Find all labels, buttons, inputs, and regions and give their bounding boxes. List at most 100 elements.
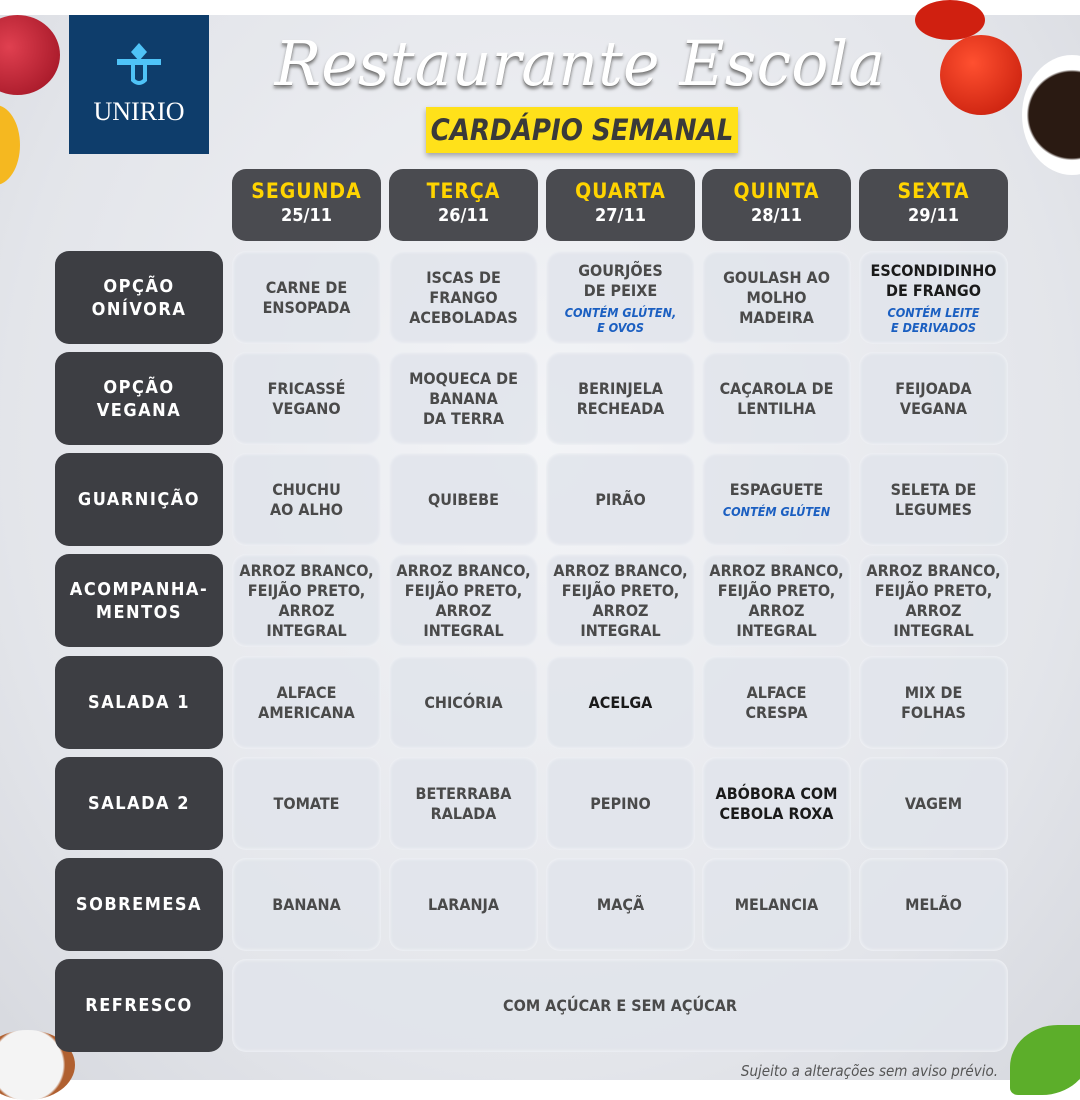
- menu-item-text: ALFACE CRESPA: [745, 682, 808, 722]
- menu-item-text: MELANCIA: [734, 894, 819, 914]
- day-header-4: SEXTA 29/11: [859, 169, 1008, 241]
- row-label: SALADA 1: [55, 656, 223, 749]
- menu-cell: ARROZ BRANCO, FEIJÃO PRETO, ARROZ INTEGR…: [232, 554, 381, 647]
- row-label: OPÇÃO ONÍVORA: [55, 251, 223, 344]
- row-label: GUARNIÇÃO: [55, 453, 223, 546]
- allergen-note: CONTÉM GLÚTEN, E OVOS: [564, 304, 677, 335]
- menu-item-text: ACELGA: [588, 692, 653, 712]
- menu-item-text: CARNE DE ENSOPADA: [262, 277, 351, 317]
- menu-item-text: MAÇÃ: [596, 894, 645, 914]
- menu-cell-span: COM AÇÚCAR E SEM AÇÚCAR: [232, 959, 1008, 1052]
- menu-item-text: CHICÓRIA: [424, 692, 503, 712]
- day-name: QUARTA: [575, 179, 666, 203]
- row-label: SALADA 2: [55, 757, 223, 850]
- menu-item-text: PIRÃO: [595, 489, 646, 509]
- menu-item-text: CAÇAROLA DE LENTILHA: [719, 378, 834, 418]
- day-name: SEGUNDA: [251, 179, 362, 203]
- menu-item-text: ARROZ BRANCO, FEIJÃO PRETO, ARROZ INTEGR…: [553, 560, 688, 640]
- day-date: 27/11: [595, 205, 646, 226]
- menu-item-text: ARROZ BRANCO, FEIJÃO PRETO, ARROZ INTEGR…: [239, 560, 374, 640]
- menu-item-text: ESCONDIDINHO DE FRANGO: [870, 260, 997, 300]
- menu-cell: MELÃO: [859, 858, 1008, 951]
- menu-cell: ARROZ BRANCO, FEIJÃO PRETO, ARROZ INTEGR…: [859, 554, 1008, 647]
- menu-item-text: MELÃO: [905, 894, 962, 914]
- day-name: TERÇA: [426, 179, 501, 203]
- day-date: 26/11: [438, 205, 489, 226]
- menu-item-text: FRICASSÉ VEGANO: [267, 378, 346, 418]
- menu-item-text: ABÓBORA COM CEBOLA ROXA: [715, 783, 838, 823]
- menu-item-text: ARROZ BRANCO, FEIJÃO PRETO, ARROZ INTEGR…: [396, 560, 531, 640]
- menu-cell: BETERRABA RALADA: [389, 757, 538, 850]
- menu-item-text: GOURJÕES DE PEIXE: [578, 260, 663, 300]
- menu-item-text: CHUCHU AO ALHO: [270, 479, 343, 519]
- unirio-emblem-icon: [117, 42, 161, 85]
- page-title: Restaurante Escola: [274, 27, 886, 100]
- row-label: OPÇÃO VEGANA: [55, 352, 223, 445]
- menu-item-text: QUIBEBE: [428, 489, 499, 509]
- unirio-logo: UNIRIO: [69, 15, 209, 154]
- subtitle-banner: CARDÁPIO SEMANAL: [426, 107, 738, 153]
- row-label: ACOMPANHA- MENTOS: [55, 554, 223, 647]
- menu-cell: FEIJOADA VEGANA: [859, 352, 1008, 445]
- menu-item-text: FEIJOADA VEGANA: [895, 378, 972, 418]
- menu-item-text: GOULASH AO MOLHO MADEIRA: [723, 267, 830, 327]
- logo-text: UNIRIO: [93, 96, 185, 126]
- menu-item-text: ALFACE AMERICANA: [258, 682, 355, 722]
- day-header-1: TERÇA 26/11: [389, 169, 538, 241]
- apple-image: [0, 15, 60, 95]
- day-header-0: SEGUNDA 25/11: [232, 169, 381, 241]
- menu-cell: BANANA: [232, 858, 381, 951]
- menu-cell: QUIBEBE: [389, 453, 538, 546]
- menu-cell: MELANCIA: [702, 858, 851, 951]
- menu-item-text: COM AÇÚCAR E SEM AÇÚCAR: [503, 995, 737, 1015]
- day-header-3: QUINTA 28/11: [702, 169, 851, 241]
- menu-cell: MIX DE FOLHAS: [859, 656, 1008, 749]
- menu-cell: ARROZ BRANCO, FEIJÃO PRETO, ARROZ INTEGR…: [546, 554, 695, 647]
- menu-item-text: BANANA: [272, 894, 341, 914]
- menu-item-text: TOMATE: [273, 793, 340, 813]
- menu-cell: ALFACE AMERICANA: [232, 656, 381, 749]
- menu-cell: SELETA DE LEGUMES: [859, 453, 1008, 546]
- day-header-2: QUARTA 27/11: [546, 169, 695, 241]
- menu-cell: CAÇAROLA DE LENTILHA: [702, 352, 851, 445]
- menu-item-text: LARANJA: [427, 894, 500, 914]
- day-date: 28/11: [751, 205, 802, 226]
- menu-cell: CHUCHU AO ALHO: [232, 453, 381, 546]
- allergen-note: CONTÉM GLÚTEN: [722, 504, 831, 519]
- lemon-image: [0, 105, 20, 185]
- menu-cell: ACELGA: [546, 656, 695, 749]
- allergen-note: CONTÉM LEITE E DERIVADOS: [887, 304, 980, 335]
- menu-cell: ESCONDIDINHO DE FRANGO CONTÉM LEITE E DER…: [859, 251, 1008, 344]
- menu-cell: ISCAS DE FRANGO ACEBOLADAS: [389, 251, 538, 344]
- menu-item-text: ARROZ BRANCO, FEIJÃO PRETO, ARROZ INTEGR…: [709, 560, 844, 640]
- menu-cell: CARNE DE ENSOPADA: [232, 251, 381, 344]
- row-label: SOBREMESA: [55, 858, 223, 951]
- menu-cell: ARROZ BRANCO, FEIJÃO PRETO, ARROZ INTEGR…: [389, 554, 538, 647]
- menu-item-text: BETERRABA RALADA: [415, 783, 512, 823]
- menu-item-text: BERINJELA RECHEADA: [576, 378, 665, 418]
- menu-item-text: VAGEM: [904, 793, 963, 813]
- basil-image: [1010, 1025, 1080, 1095]
- beans-bowl-image: [1022, 55, 1080, 175]
- day-name: QUINTA: [733, 179, 820, 203]
- footer-disclaimer: Sujeito a alterações sem aviso prévio.: [740, 1062, 998, 1080]
- menu-cell: MOQUECA DE BANANA DA TERRA: [389, 352, 538, 445]
- menu-cell: VAGEM: [859, 757, 1008, 850]
- row-label: REFRESCO: [55, 959, 223, 1052]
- menu-item-text: SELETA DE LEGUMES: [890, 479, 977, 519]
- menu-item-text: ESPAGUETE: [729, 480, 824, 499]
- menu-cell: BERINJELA RECHEADA: [546, 352, 695, 445]
- menu-cell: LARANJA: [389, 858, 538, 951]
- menu-cell: FRICASSÉ VEGANO: [232, 352, 381, 445]
- menu-item-text: MIX DE FOLHAS: [901, 682, 966, 722]
- day-date: 25/11: [281, 205, 332, 226]
- menu-cell: ALFACE CRESPA: [702, 656, 851, 749]
- day-date: 29/11: [908, 205, 959, 226]
- tomato-image: [940, 35, 1022, 115]
- menu-cell: ARROZ BRANCO, FEIJÃO PRETO, ARROZ INTEGR…: [702, 554, 851, 647]
- menu-item-text: ISCAS DE FRANGO ACEBOLADAS: [409, 267, 518, 327]
- menu-cell: GOURJÕES DE PEIXE CONTÉM GLÚTEN, E OVOS: [546, 251, 695, 344]
- menu-item-text: MOQUECA DE BANANA DA TERRA: [409, 368, 518, 428]
- tomato-image: [915, 0, 985, 40]
